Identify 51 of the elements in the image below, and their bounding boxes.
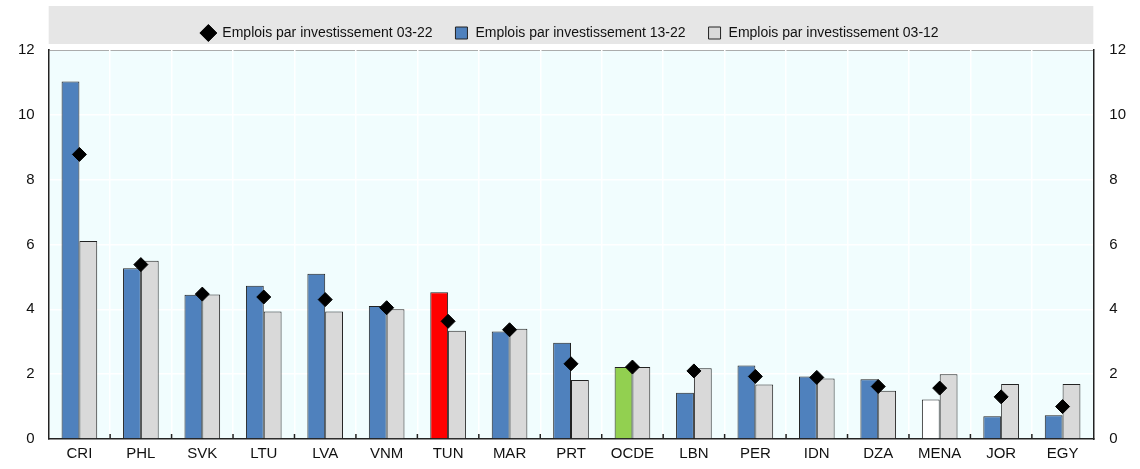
point — [932, 380, 948, 396]
legend-label: Emplois par investissement 03-12 — [728, 23, 939, 40]
x-tick-label: EGY — [1046, 444, 1079, 462]
point — [379, 300, 395, 316]
point — [809, 369, 825, 385]
point — [993, 389, 1009, 405]
x-tick-label: LBN — [679, 444, 709, 462]
x-tick-label: IDN — [803, 444, 830, 462]
point — [624, 359, 640, 375]
x-tick-label: JOR — [986, 444, 1017, 462]
x-tick-label: SVK — [187, 444, 218, 462]
point — [256, 289, 272, 305]
y2-tick-label: 0 — [1109, 429, 1118, 447]
point — [133, 257, 149, 273]
point — [747, 368, 763, 384]
point — [317, 292, 333, 308]
y-tick-label: 10 — [18, 104, 35, 122]
x-tick-label: VNM — [369, 444, 404, 462]
y2-tick-label: 2 — [1109, 364, 1118, 382]
x-tick-label: DZA — [863, 444, 894, 462]
y2-tick-label: 10 — [1109, 104, 1126, 122]
point — [870, 378, 886, 394]
y-tick-label: 6 — [26, 234, 35, 252]
y-tick-label: 2 — [26, 364, 35, 382]
x-tick-label: OCDE — [610, 444, 655, 462]
x-tick-label: LVA — [312, 444, 339, 462]
y2-tick-label: 12 — [1109, 40, 1126, 58]
y2-tick-label: 8 — [1109, 169, 1118, 187]
x-tick-label: PRT — [556, 444, 586, 462]
point — [686, 363, 702, 379]
point — [440, 313, 456, 329]
x-tick-label: PER — [739, 444, 771, 462]
point — [1055, 399, 1071, 415]
x-tick-label: TUN — [432, 444, 464, 462]
y-tick-label: 0 — [26, 429, 35, 447]
point — [71, 146, 87, 162]
y-tick-label: 8 — [26, 169, 35, 187]
x-tick-label: LTU — [250, 444, 278, 462]
legend-label: Emplois par investissement 03-22 — [222, 23, 433, 40]
y2-tick-label: 6 — [1109, 234, 1118, 252]
point — [194, 286, 210, 302]
x-tick-label: CRI — [66, 444, 93, 462]
y-tick-label: 4 — [26, 299, 35, 317]
y2-tick-label: 4 — [1109, 299, 1118, 317]
legend-label: Emplois par investissement 13-22 — [475, 23, 686, 40]
point — [563, 356, 579, 372]
x-tick-label: MAR — [492, 444, 527, 462]
y-tick-label: 12 — [18, 40, 35, 58]
x-tick-label: MENA — [918, 444, 962, 462]
point — [502, 322, 518, 338]
x-tick-label: PHL — [126, 444, 156, 462]
